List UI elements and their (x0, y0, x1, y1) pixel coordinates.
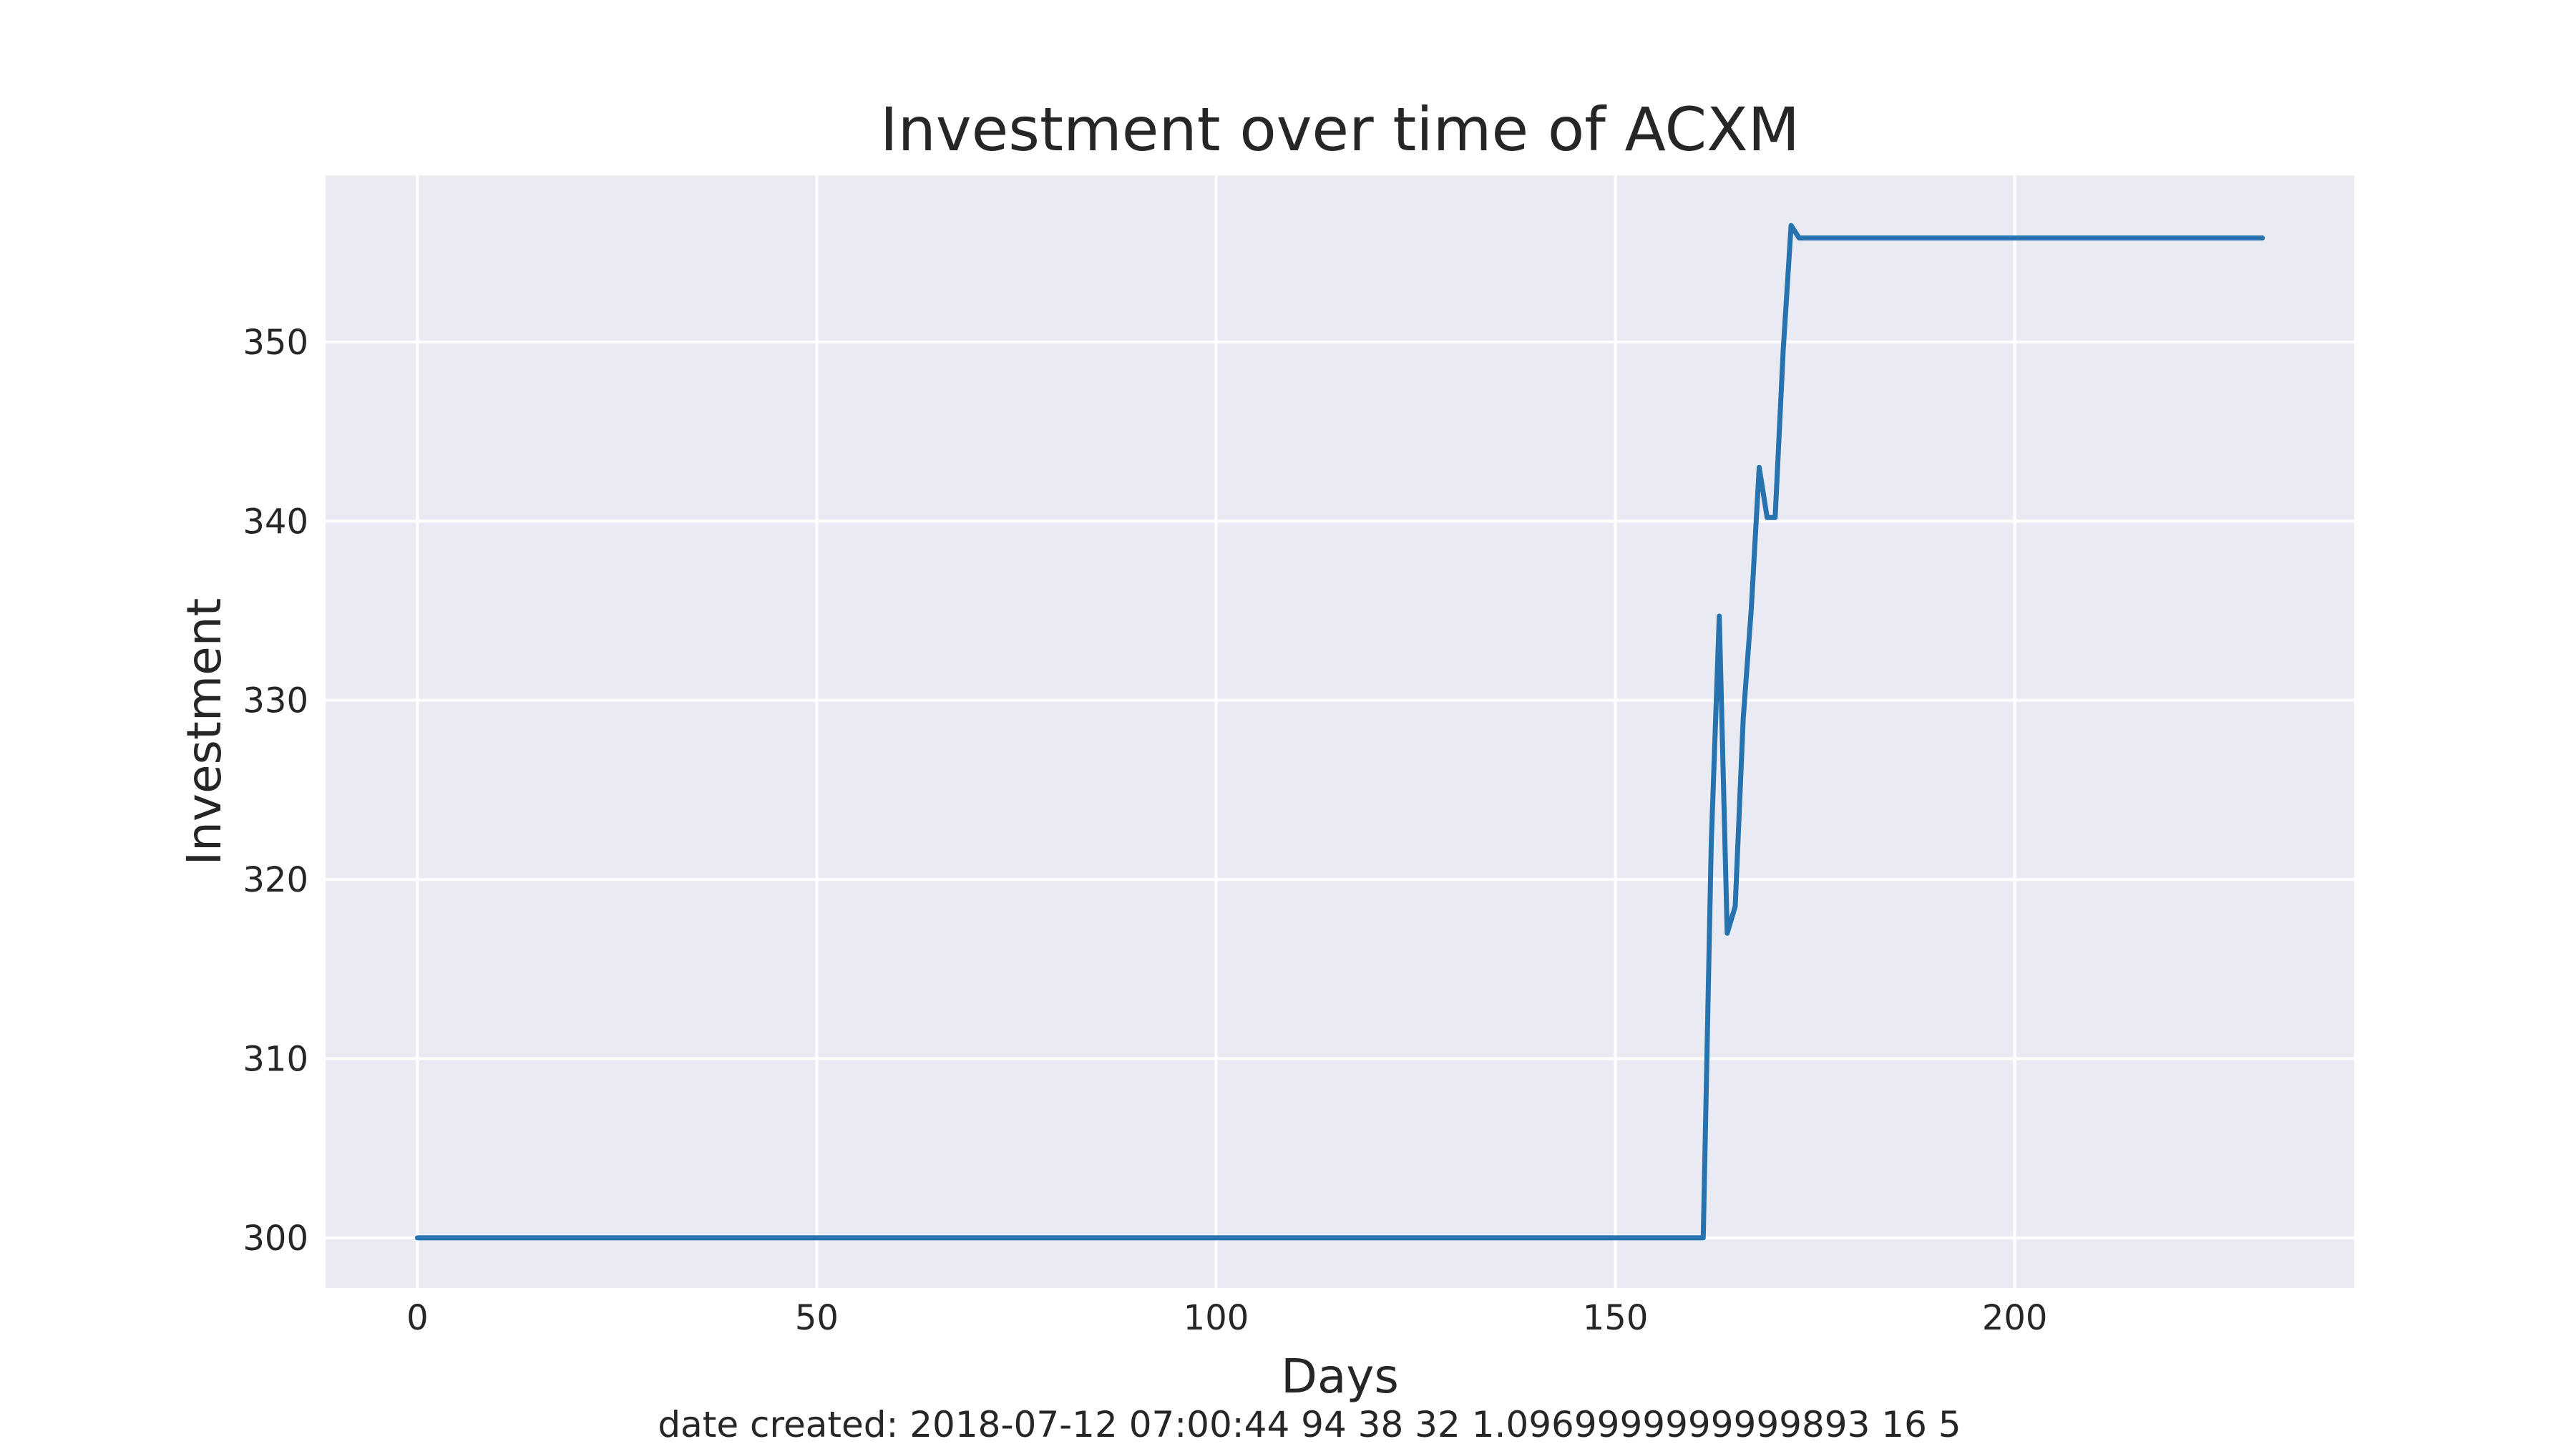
y-axis-label: Investment (177, 598, 232, 866)
series-line (414, 223, 2265, 1241)
series-group (414, 223, 2265, 1241)
x-tick-label: 150 (1583, 1298, 1649, 1338)
x-tick-label: 100 (1184, 1298, 1249, 1338)
x-tick-labels: 0 50 100 150 200 (406, 1298, 2047, 1338)
x-tick-label: 0 (406, 1298, 429, 1338)
y-tick-label: 320 (243, 860, 308, 900)
y-tick-label: 300 (243, 1219, 308, 1259)
y-tick-label: 350 (243, 323, 308, 363)
x-tick-label: 50 (795, 1298, 839, 1338)
x-tick-label: 200 (1982, 1298, 2048, 1338)
y-tick-label: 340 (243, 502, 308, 542)
y-tick-label: 330 (243, 681, 308, 721)
x-gridlines (416, 175, 2016, 1288)
y-tick-label: 310 (243, 1039, 308, 1079)
chart-title: Investment over time of ACXM (880, 94, 1800, 165)
x-axis-label: Days (1281, 1349, 1399, 1404)
y-tick-labels: 300 310 320 330 340 350 (243, 323, 308, 1259)
footer-caption: date created: 2018-07-12 07:00:44 94 38 … (658, 1404, 1961, 1445)
